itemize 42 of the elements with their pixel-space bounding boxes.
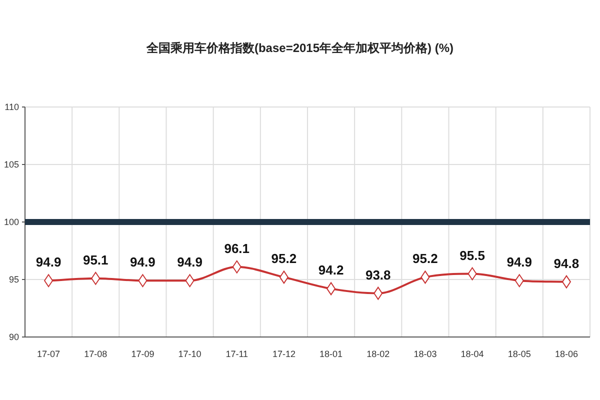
x-tick-label: 18-01 bbox=[320, 349, 343, 359]
point bbox=[514, 274, 524, 288]
data-label: 94.9 bbox=[177, 254, 202, 270]
x-tick-label: 17-10 bbox=[178, 349, 202, 359]
point bbox=[420, 270, 430, 284]
data-label: 95.5 bbox=[460, 248, 485, 263]
point bbox=[374, 286, 383, 300]
data-label: 94.9 bbox=[36, 254, 62, 270]
point bbox=[138, 274, 148, 288]
y-tick-label: 100 bbox=[4, 217, 19, 227]
data-label: 94.8 bbox=[554, 256, 580, 271]
data-label: 94.2 bbox=[318, 262, 344, 278]
point bbox=[468, 267, 477, 280]
data-label: 95.1 bbox=[82, 252, 108, 268]
data-label: 94.9 bbox=[130, 254, 156, 270]
x-tick-label: 17-09 bbox=[131, 349, 154, 359]
point bbox=[279, 270, 288, 284]
data-label: 96.1 bbox=[224, 240, 250, 256]
title: 全国乘用车价格指数(base=2015年全年加权平均价格) (%) bbox=[146, 41, 454, 55]
point bbox=[185, 274, 194, 288]
y-tick-label: 110 bbox=[4, 102, 19, 112]
point bbox=[232, 260, 242, 274]
x-tick-label: 18-03 bbox=[414, 349, 437, 359]
x-tick-label: 17-07 bbox=[37, 349, 60, 359]
point bbox=[562, 275, 571, 288]
data-label: 94.9 bbox=[506, 254, 532, 270]
y-tick-label: 95 bbox=[8, 274, 19, 284]
x-tick-label: 18-06 bbox=[554, 349, 578, 359]
x-tick-label: 17-12 bbox=[272, 349, 296, 359]
point bbox=[326, 282, 336, 296]
point bbox=[91, 272, 100, 285]
x-tick-label: 18-04 bbox=[460, 349, 484, 359]
data-label: 93.8 bbox=[365, 267, 391, 282]
data-label: 95.2 bbox=[412, 251, 438, 266]
y-tick-label: 105 bbox=[4, 160, 19, 170]
x-tick-label: 17-08 bbox=[84, 349, 108, 359]
y-tick-label: 90 bbox=[8, 332, 19, 342]
x-tick-label: 18-05 bbox=[508, 349, 531, 359]
data-label: 95.2 bbox=[271, 251, 297, 266]
x-tick-label: 18-02 bbox=[366, 349, 390, 359]
point bbox=[44, 274, 54, 288]
x-tick-label: 17-11 bbox=[226, 349, 248, 359]
